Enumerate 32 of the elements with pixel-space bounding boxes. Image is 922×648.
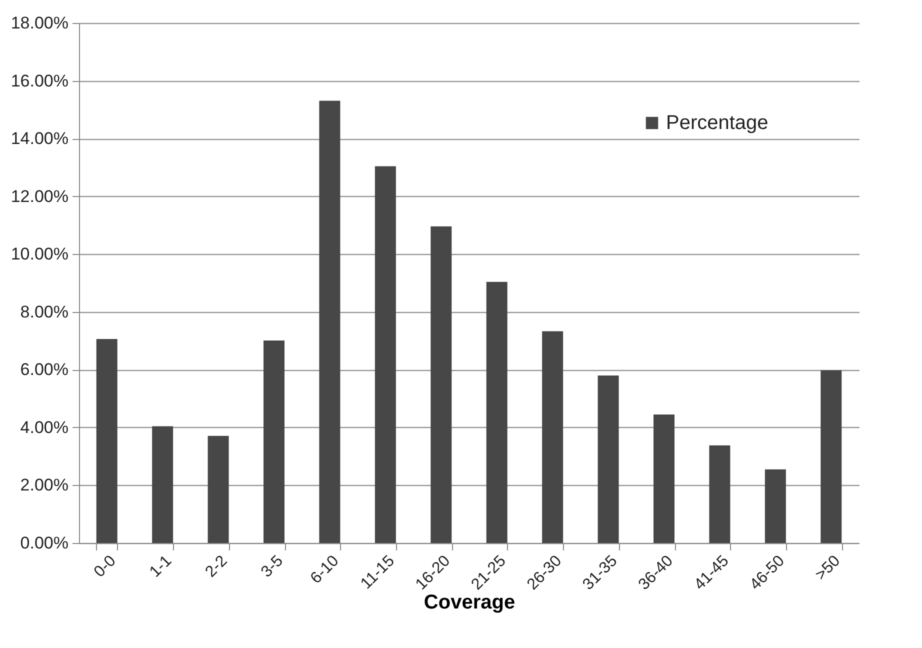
x-tick-label: 1-1	[146, 552, 176, 581]
bar	[709, 445, 730, 543]
bar	[264, 340, 284, 543]
y-tick-label: 10.00%	[10, 244, 68, 264]
x-tick-label: 6-10	[308, 552, 342, 588]
y-tick-label: 4.00%	[20, 418, 68, 437]
bar	[430, 226, 452, 543]
legend-label: Percentage	[666, 112, 768, 134]
bar	[820, 370, 842, 543]
y-tick-label: 18.00%	[10, 14, 68, 32]
x-tick-label: 2-2	[202, 552, 231, 581]
y-tick-label: 0.00%	[20, 534, 68, 552]
x-tick-label: 0-0	[91, 552, 120, 581]
y-tick-label: 8.00%	[20, 302, 68, 322]
bar	[542, 331, 564, 543]
y-tick-label: 2.00%	[20, 476, 68, 495]
bar	[764, 469, 786, 543]
y-tick-label: 14.00%	[10, 129, 68, 148]
bar	[319, 100, 340, 543]
bar	[486, 282, 508, 543]
y-tick-label: 12.00%	[10, 186, 68, 206]
y-tick-label: 6.00%	[20, 360, 68, 380]
bar	[598, 375, 619, 543]
bar	[208, 436, 229, 543]
x-tick-label: >50	[812, 552, 844, 584]
x-axis-title: Coverage	[424, 592, 516, 614]
bar	[152, 426, 174, 543]
bar	[374, 166, 396, 543]
y-tick-label: 16.00%	[10, 71, 68, 90]
bar	[654, 414, 674, 543]
bar	[96, 339, 118, 543]
x-tick-label: 3-5	[258, 552, 287, 581]
